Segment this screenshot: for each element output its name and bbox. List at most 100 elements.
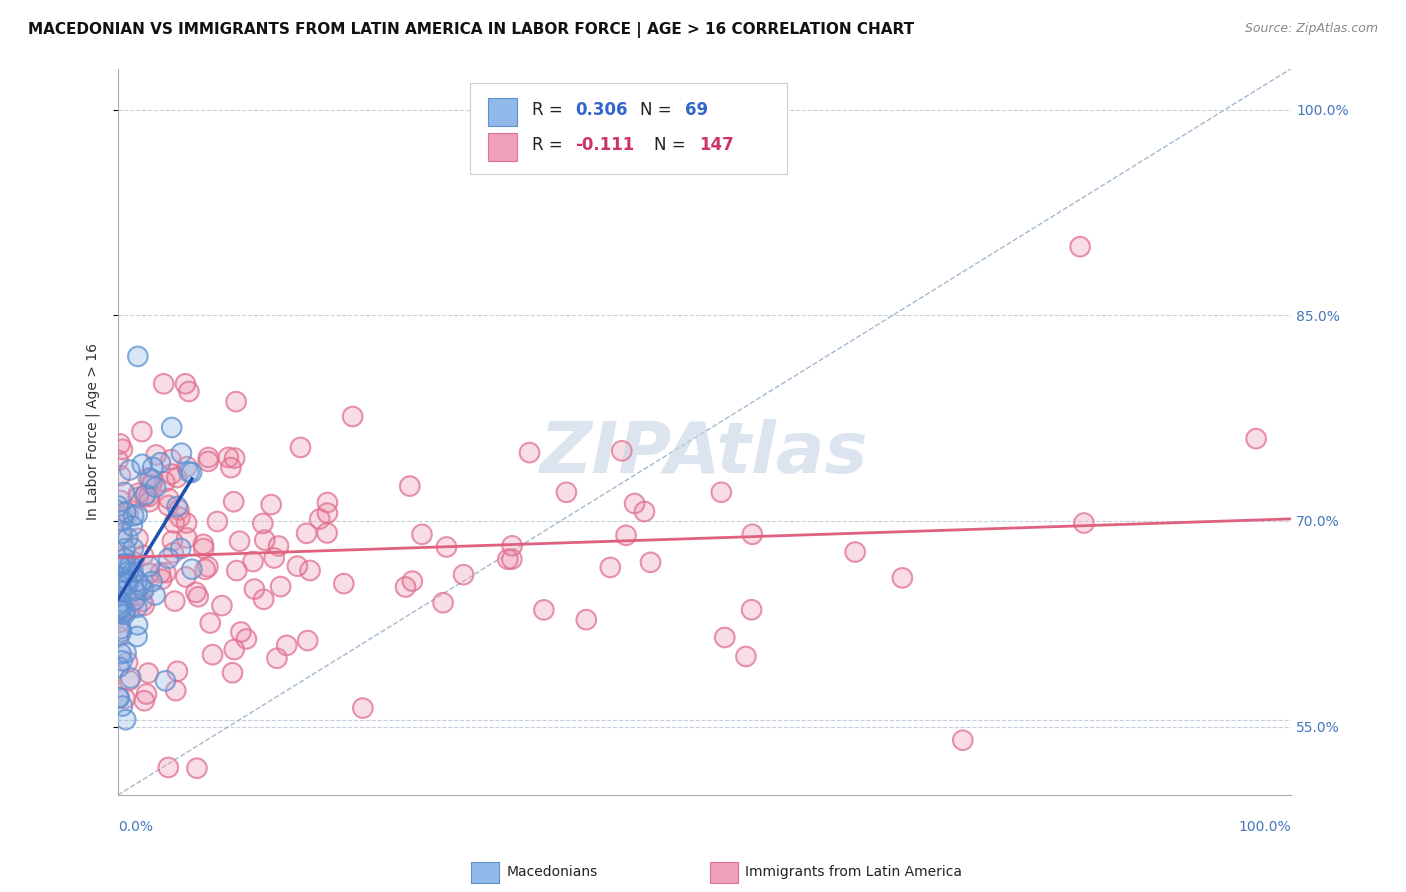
Point bbox=[138, 494, 160, 508]
Point bbox=[177, 465, 200, 479]
Point bbox=[710, 485, 733, 500]
Point bbox=[135, 687, 157, 701]
Point bbox=[401, 574, 423, 588]
Point bbox=[149, 566, 172, 580]
Point bbox=[127, 532, 149, 546]
Point bbox=[110, 622, 132, 636]
Point bbox=[193, 537, 215, 551]
Point bbox=[599, 560, 621, 574]
Point bbox=[160, 452, 183, 467]
Point bbox=[285, 559, 308, 574]
Point bbox=[432, 596, 454, 610]
Text: Source: ZipAtlas.com: Source: ZipAtlas.com bbox=[1244, 22, 1378, 36]
Point bbox=[290, 441, 312, 455]
Point bbox=[200, 615, 222, 630]
Point bbox=[741, 527, 763, 541]
Point bbox=[112, 601, 135, 615]
Point bbox=[117, 577, 139, 591]
Point bbox=[111, 698, 134, 713]
Point bbox=[127, 508, 149, 522]
Point bbox=[114, 505, 136, 519]
Point bbox=[735, 649, 758, 664]
Point bbox=[115, 573, 138, 587]
Point bbox=[117, 565, 139, 579]
Point bbox=[162, 533, 184, 548]
Point bbox=[155, 566, 177, 580]
Point bbox=[120, 601, 142, 615]
Point bbox=[614, 528, 637, 542]
Point bbox=[111, 557, 134, 571]
Point bbox=[118, 463, 141, 477]
Point bbox=[186, 761, 208, 775]
Point bbox=[136, 666, 159, 681]
Point bbox=[141, 574, 163, 589]
Point bbox=[111, 514, 134, 528]
Point bbox=[177, 384, 200, 399]
Point bbox=[342, 409, 364, 424]
Point bbox=[110, 595, 132, 609]
Point bbox=[107, 577, 129, 591]
Point bbox=[252, 516, 274, 531]
Point bbox=[276, 638, 298, 652]
Text: Immigrants from Latin America: Immigrants from Latin America bbox=[745, 865, 962, 880]
Point bbox=[157, 760, 180, 774]
Point bbox=[136, 471, 159, 485]
Point bbox=[163, 516, 186, 530]
Point bbox=[117, 655, 139, 669]
Point bbox=[952, 733, 974, 747]
Point bbox=[120, 558, 142, 572]
Point bbox=[180, 562, 202, 576]
Point bbox=[120, 671, 142, 685]
Point bbox=[713, 631, 735, 645]
Point bbox=[157, 760, 180, 774]
Point bbox=[138, 559, 160, 574]
Point bbox=[110, 468, 132, 483]
Point bbox=[157, 551, 180, 566]
Point bbox=[174, 570, 197, 584]
Point bbox=[160, 452, 183, 467]
Point bbox=[145, 448, 167, 462]
Point bbox=[121, 519, 143, 533]
Point bbox=[501, 552, 523, 566]
Point bbox=[108, 691, 131, 706]
Point bbox=[149, 566, 172, 580]
Point bbox=[176, 459, 198, 474]
Point bbox=[352, 701, 374, 715]
Point bbox=[127, 491, 149, 505]
Point bbox=[333, 576, 356, 591]
Point bbox=[131, 582, 153, 596]
Point bbox=[107, 607, 129, 622]
Point bbox=[117, 531, 139, 545]
Point bbox=[394, 580, 416, 594]
Point bbox=[127, 574, 149, 589]
Point bbox=[157, 499, 180, 513]
Point bbox=[194, 562, 217, 576]
Point bbox=[1073, 516, 1095, 530]
Point bbox=[131, 594, 153, 608]
Point bbox=[501, 552, 523, 566]
Point bbox=[138, 566, 160, 581]
Point bbox=[235, 632, 257, 646]
Point bbox=[108, 558, 131, 572]
Text: N =: N = bbox=[640, 101, 676, 119]
Point bbox=[110, 624, 132, 639]
Point bbox=[107, 604, 129, 618]
Point bbox=[108, 598, 131, 612]
Point bbox=[555, 485, 578, 500]
Point bbox=[114, 551, 136, 566]
Point bbox=[207, 515, 229, 529]
Point bbox=[122, 565, 145, 579]
Point bbox=[117, 565, 139, 579]
Point bbox=[197, 450, 219, 465]
Point bbox=[136, 666, 159, 681]
Point bbox=[166, 665, 188, 679]
Point bbox=[135, 487, 157, 501]
Point bbox=[187, 590, 209, 604]
Point bbox=[299, 564, 322, 578]
Point bbox=[163, 516, 186, 530]
Point bbox=[453, 567, 475, 582]
Point bbox=[115, 646, 138, 660]
Point bbox=[176, 516, 198, 530]
Point bbox=[952, 733, 974, 747]
Point bbox=[575, 613, 598, 627]
